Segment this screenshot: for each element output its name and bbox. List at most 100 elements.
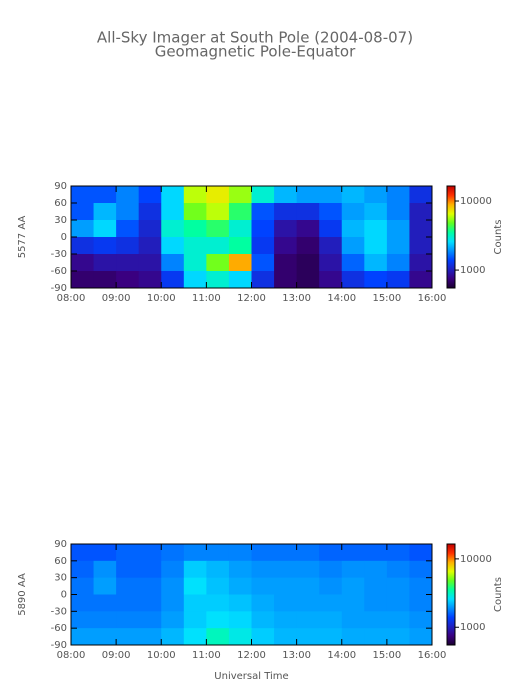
heatmap-cell [183, 186, 207, 204]
heatmap-cell [364, 594, 388, 612]
colorbar-label: Counts [493, 577, 504, 612]
heatmap-cell [364, 577, 388, 595]
heatmap-cell [341, 237, 365, 255]
heatmap-cell [319, 220, 343, 238]
x-tick-label: 15:00 [372, 293, 401, 304]
heatmap-cell [364, 611, 388, 629]
heatmap-cell [319, 628, 343, 646]
heatmap-cell [364, 560, 388, 579]
heatmap-cell [71, 254, 95, 272]
heatmap-cell [71, 271, 95, 289]
heatmap-cell [251, 254, 275, 272]
heatmap-cell [93, 254, 117, 272]
heatmap-cell [71, 220, 95, 238]
heatmap-cell [319, 254, 343, 272]
chart-title: All-Sky Imager at South Pole (2004-08-07… [97, 29, 413, 47]
heatmap-cell [183, 254, 207, 272]
heatmap-cell [364, 254, 388, 272]
heatmap-cell [116, 544, 140, 562]
heatmap-cell [206, 544, 230, 562]
heatmap-cell [251, 611, 275, 629]
heatmap-cell [138, 254, 162, 272]
heatmap-cell [161, 594, 185, 612]
heatmap-cell [364, 186, 388, 204]
heatmap-cell [251, 628, 275, 646]
x-tick-label: 08:00 [57, 650, 86, 661]
heatmap-cell [228, 611, 252, 629]
heatmap-cell [161, 203, 185, 221]
heatmap-cell [138, 220, 162, 238]
heatmap-cell [183, 628, 207, 646]
heatmap-cell [296, 577, 320, 595]
heatmap-cell [341, 220, 365, 238]
heatmap-cell [364, 628, 388, 646]
heatmap-cell [138, 186, 162, 204]
heatmap-cell [138, 271, 162, 289]
heatmap-cell [409, 611, 433, 629]
heatmap-cell [364, 203, 388, 221]
y-tick-label: 30 [54, 573, 67, 584]
heatmap-cell [296, 594, 320, 612]
heatmap-cell [116, 594, 140, 612]
heatmap-cell [116, 203, 140, 221]
heatmap-cell [274, 220, 298, 238]
heatmap-cell [386, 237, 410, 255]
heatmap-cell [228, 186, 252, 204]
heatmap-cell [251, 237, 275, 255]
heatmap-cell [251, 577, 275, 595]
heatmap-cell [183, 577, 207, 595]
heatmap-cell [206, 560, 230, 579]
heatmap-cell [228, 254, 252, 272]
heatmap-cell [341, 271, 365, 289]
x-tick-label: 15:00 [372, 650, 401, 661]
heatmap-cell [206, 611, 230, 629]
heatmap-cell [296, 203, 320, 221]
x-tick-label: 11:00 [192, 293, 221, 304]
heatmap-cell [138, 628, 162, 646]
y-axis-label: 5577 AA [17, 216, 28, 259]
heatmap-cell [71, 186, 95, 204]
heatmap-cell [409, 594, 433, 612]
heatmap-cell [296, 237, 320, 255]
heatmap-cell [71, 203, 95, 221]
heatmap-cell [386, 594, 410, 612]
heatmap-cell [228, 577, 252, 595]
heatmap-cell [116, 628, 140, 646]
heatmap-cell [206, 186, 230, 204]
heatmap-cell [116, 220, 140, 238]
x-tick-label: 13:00 [282, 293, 311, 304]
heatmap-cell [161, 186, 185, 204]
heatmap-cell [386, 560, 410, 579]
heatmap-cell [274, 203, 298, 221]
heatmap-cell [228, 544, 252, 562]
heatmap-cell [71, 611, 95, 629]
colorbar-tick-label: 1000 [460, 622, 485, 633]
y-tick-label: -60 [51, 623, 67, 634]
x-tick-label: 16:00 [418, 650, 447, 661]
heatmap-cell [409, 628, 433, 646]
y-tick-label: -60 [51, 266, 67, 277]
y-tick-label: 0 [61, 590, 67, 601]
heatmap-cell [296, 220, 320, 238]
x-tick-label: 14:00 [327, 293, 356, 304]
heatmap-cell [161, 611, 185, 629]
heatmap-cell [161, 271, 185, 289]
heatmap-cell [319, 544, 343, 562]
heatmap-cell [183, 594, 207, 612]
heatmap-cell [251, 203, 275, 221]
heatmap-cell [251, 544, 275, 562]
heatmap-cell [116, 186, 140, 204]
heatmap-cell [71, 594, 95, 612]
heatmap-cell [319, 594, 343, 612]
colorbar-tick-label: 10000 [460, 554, 492, 565]
heatmap-cell [409, 254, 433, 272]
y-tick-label: -90 [51, 640, 67, 651]
colorbar [446, 543, 456, 646]
heatmap-cell [319, 186, 343, 204]
heatmap-cell [138, 237, 162, 255]
heatmap-cell [274, 611, 298, 629]
colorbar-tick-label: 10000 [460, 196, 492, 207]
heatmap-cell [116, 611, 140, 629]
y-tick-label: 0 [61, 232, 67, 243]
